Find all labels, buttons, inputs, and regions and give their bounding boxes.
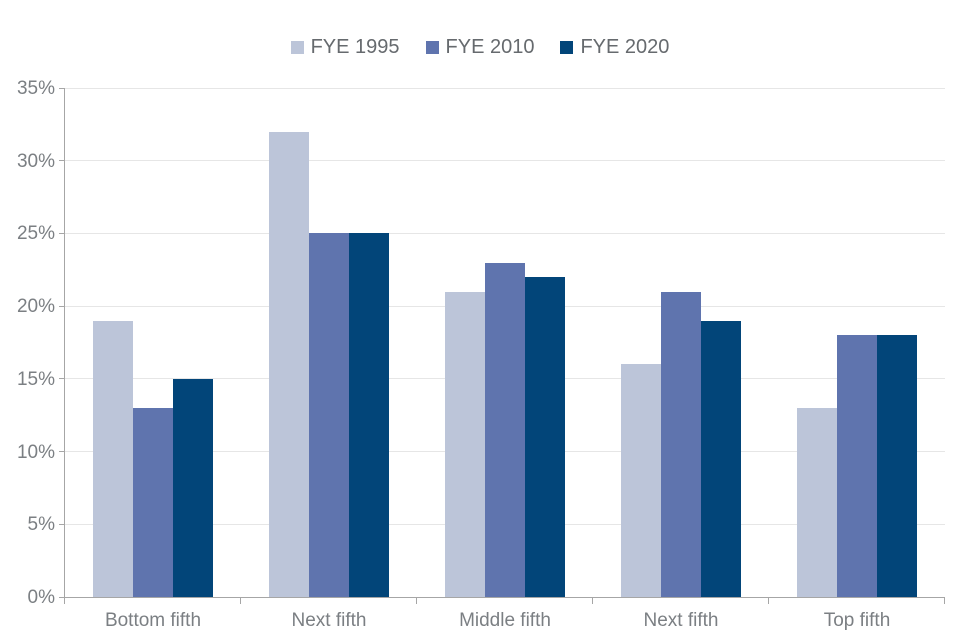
y-axis-tick-label: 15% xyxy=(16,368,55,390)
legend-label: FYE 2010 xyxy=(445,36,535,58)
y-axis-tick xyxy=(59,451,65,453)
bar-fye-2010 xyxy=(485,262,525,597)
gridline xyxy=(65,232,945,234)
y-axis-tick xyxy=(59,378,65,380)
y-axis-tick-label: 5% xyxy=(27,514,55,536)
gridline xyxy=(65,160,945,162)
y-axis-tick-label: 30% xyxy=(16,150,55,172)
bar-fye-2020 xyxy=(349,233,389,597)
bar-fye-2010 xyxy=(309,233,349,597)
x-axis-tick xyxy=(944,597,945,604)
y-axis-tick-label: 25% xyxy=(16,223,55,245)
bar-fye-2010 xyxy=(837,335,877,597)
bar-fye-2010 xyxy=(133,407,173,597)
bar-fye-2020 xyxy=(877,335,917,597)
x-axis-tick xyxy=(592,597,593,604)
y-axis-line xyxy=(64,88,65,597)
y-axis-tick xyxy=(59,305,65,307)
y-axis-tick xyxy=(59,232,65,234)
legend-label: FYE 1995 xyxy=(310,36,400,58)
y-axis-tick xyxy=(59,87,65,89)
legend-item: FYE 2020 xyxy=(560,37,669,57)
legend-item: FYE 1995 xyxy=(290,36,400,58)
legend-item: FYE 2010 xyxy=(425,36,535,58)
bar-fye-2020 xyxy=(701,320,741,597)
bar-fye-1995 xyxy=(797,407,837,597)
y-axis-tick xyxy=(59,596,65,598)
x-axis-tick xyxy=(64,597,65,604)
y-axis-tick-label: 0% xyxy=(27,587,55,608)
bar-fye-2010 xyxy=(661,291,701,597)
y-axis-tick xyxy=(59,523,65,525)
x-axis-tick xyxy=(240,597,241,604)
x-axis-category-label: Next fifth xyxy=(291,610,367,631)
x-axis-tick xyxy=(768,597,769,604)
x-axis-category-label: Bottom fifth xyxy=(104,610,202,631)
x-axis-line xyxy=(64,597,945,598)
x-axis-category-label: Next fifth xyxy=(643,610,719,631)
bar-fye-2020 xyxy=(173,378,213,597)
y-axis-tick-label: 10% xyxy=(16,441,55,463)
bar-fye-1995 xyxy=(445,291,485,597)
bar-fye-2020 xyxy=(525,277,565,597)
legend: FYE 1995 FYE 2010 FYE 2020 xyxy=(0,34,960,60)
x-axis-category-label: Top fifth xyxy=(823,610,891,631)
bar-fye-1995 xyxy=(93,320,133,597)
legend-label: FYE 2020 xyxy=(580,36,670,58)
x-axis-tick xyxy=(416,597,417,604)
y-axis-tick-label: 35% xyxy=(16,78,55,99)
legend-swatch xyxy=(560,40,574,54)
y-axis-tick xyxy=(59,160,65,162)
gridline xyxy=(65,87,945,89)
bar-fye-1995 xyxy=(269,131,309,597)
legend-swatch xyxy=(290,40,304,54)
x-axis-category-label: Middle fifth xyxy=(459,610,551,631)
legend-swatch xyxy=(425,40,439,54)
y-axis-tick-label: 20% xyxy=(16,296,55,318)
bar-fye-1995 xyxy=(621,364,661,597)
